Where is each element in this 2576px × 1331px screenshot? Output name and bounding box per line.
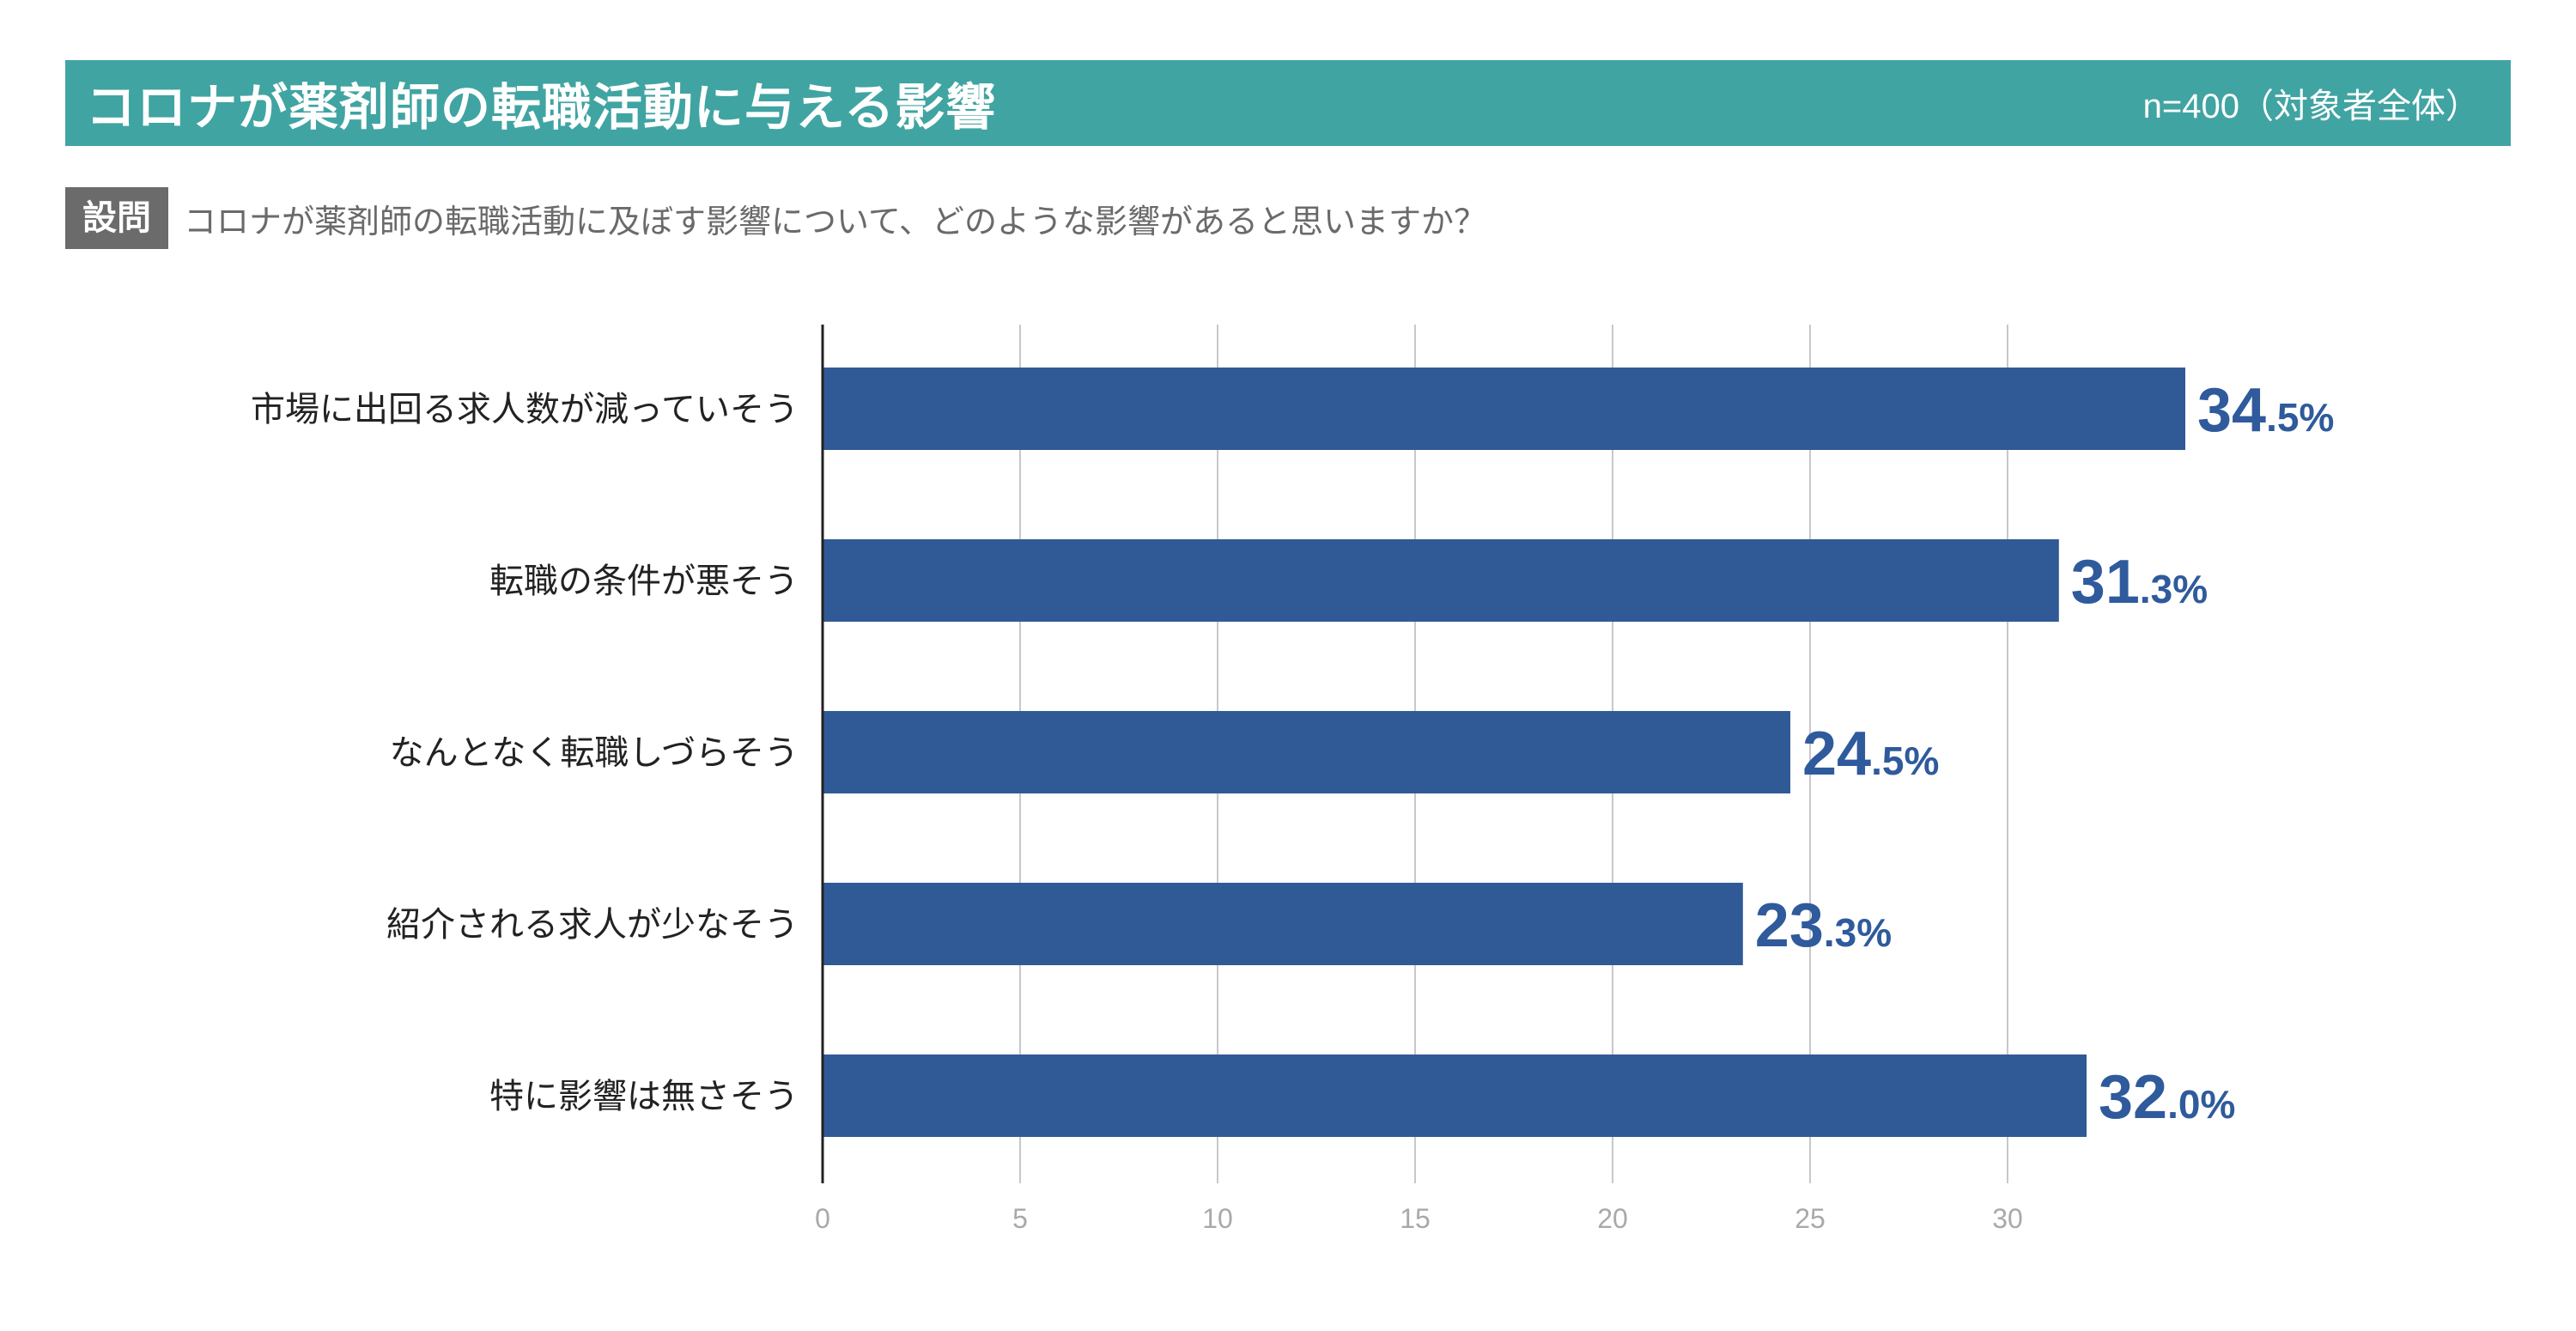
value-label: 34.5%	[2197, 376, 2334, 445]
x-tick-label: 0	[815, 1203, 830, 1234]
value-label-decimal: .5%	[1871, 738, 1939, 783]
value-label-integer: 34	[2197, 376, 2266, 445]
x-tick-label: 25	[1795, 1203, 1826, 1234]
category-label: なんとなく転職しづらそう	[390, 733, 799, 773]
value-label: 24.5%	[1802, 720, 1939, 788]
category-label: 紹介される求人が少なそう	[386, 905, 799, 945]
x-tick-label: 10	[1202, 1203, 1233, 1234]
value-label-integer: 32	[2099, 1063, 2167, 1132]
x-tick-label: 30	[1992, 1203, 2023, 1234]
value-label-decimal: .0%	[2167, 1082, 2235, 1127]
x-tick-label: 5	[1012, 1203, 1028, 1234]
bar	[823, 368, 2185, 450]
value-label: 23.3%	[1755, 891, 1892, 960]
title-bar: コロナが薬剤師の転職活動に与える影響 n=400（対象者全体）	[65, 60, 2511, 146]
value-label: 31.3%	[2071, 548, 2208, 617]
value-label-integer: 31	[2071, 548, 2140, 617]
bar	[823, 539, 2059, 622]
bar	[823, 1054, 2087, 1137]
question-text: コロナが薬剤師の転職活動に及ぼす影響について、どのような影響があると思いますか？	[184, 202, 1486, 240]
chart-title: コロナが薬剤師の転職活動に与える影響	[86, 78, 997, 137]
value-label-decimal: .3%	[2140, 567, 2208, 611]
value-label-decimal: .3%	[1824, 910, 1892, 955]
value-label-integer: 24	[1802, 720, 1871, 788]
value-label-decimal: .5%	[2266, 395, 2334, 440]
question-row: 設問 コロナが薬剤師の転職活動に及ぼす影響について、どのような影響があると思いま…	[65, 187, 1486, 249]
value-label-integer: 23	[1755, 891, 1824, 960]
category-label: 市場に出回る求人数が減っていそう	[251, 390, 799, 429]
category-label: 特に影響は無さそう	[489, 1077, 799, 1116]
sample-size-note: n=400（対象者全体）	[2142, 88, 2480, 125]
bar	[823, 711, 1790, 793]
bar	[823, 883, 1743, 965]
x-tick-label: 15	[1400, 1203, 1431, 1234]
value-label: 32.0%	[2099, 1063, 2235, 1132]
x-tick-label: 20	[1597, 1203, 1628, 1234]
category-label: 転職の条件が悪そう	[489, 562, 799, 601]
question-badge: 設問	[65, 187, 168, 249]
